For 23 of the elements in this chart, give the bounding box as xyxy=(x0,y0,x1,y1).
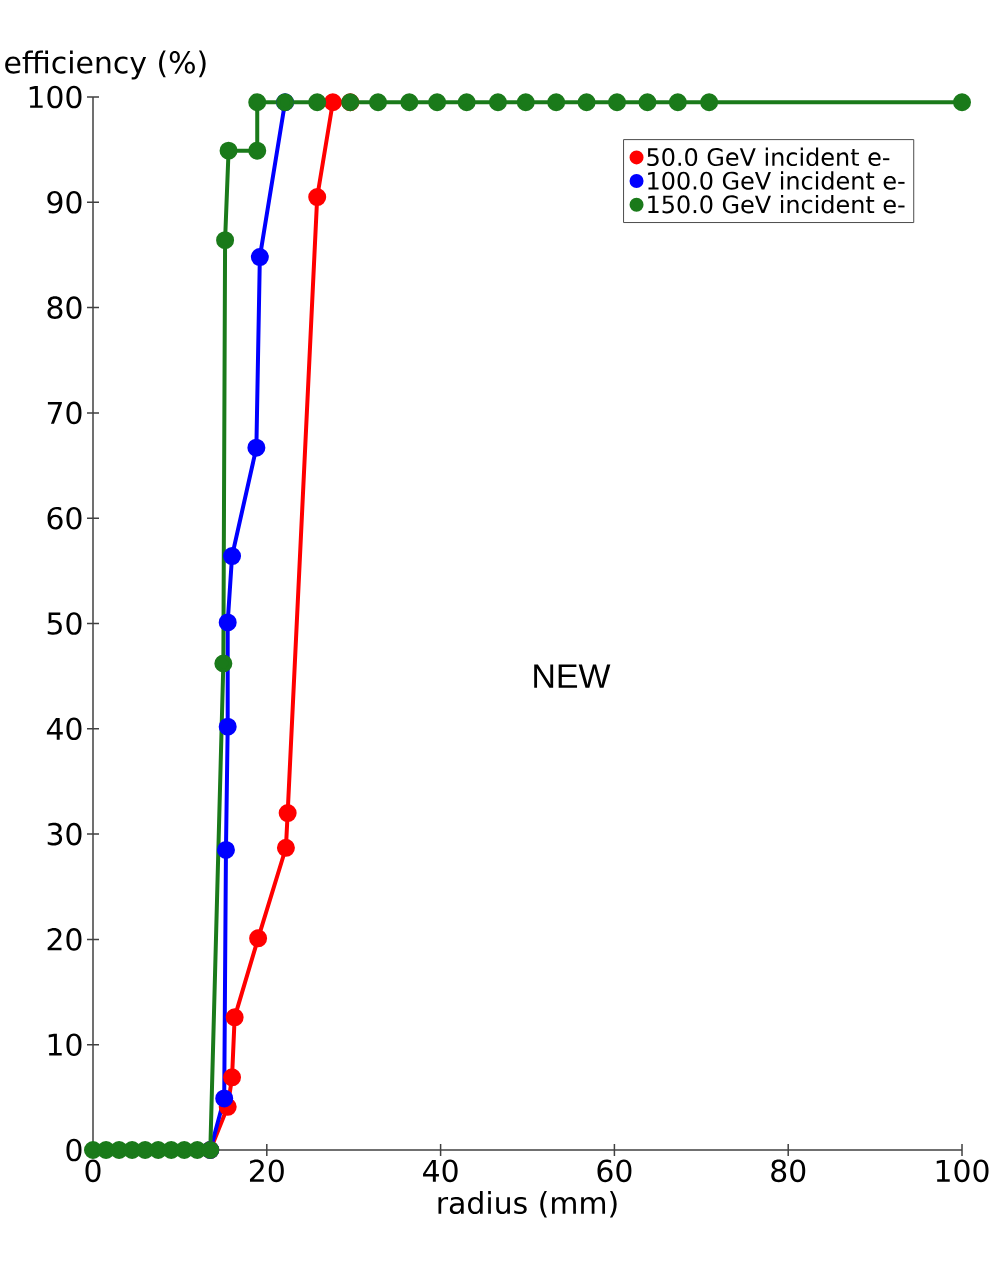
x-tick-label: 40 xyxy=(423,1159,458,1183)
y-axis-title: efficiency (%) xyxy=(5,50,206,80)
x-tick-label: 80 xyxy=(771,1159,806,1183)
legend-label: 100.0 GeV incident e- xyxy=(648,171,905,190)
x-tick-label: 100 xyxy=(936,1159,989,1183)
y-tick-label: 20 xyxy=(47,928,82,951)
y-tick-label: 80 xyxy=(47,296,82,319)
legend-label: 50.0 GeV incident e- xyxy=(647,147,890,167)
y-tick-label: 90 xyxy=(47,190,82,214)
y-tick-label: 60 xyxy=(47,506,82,530)
x-axis-title: radius (mm) xyxy=(438,1190,617,1218)
legend-label: 150.0 GeV incident e- xyxy=(648,194,905,214)
annotation: NEW xyxy=(534,664,611,688)
y-tick-label: 70 xyxy=(47,401,82,425)
y-tick-label: 40 xyxy=(46,717,82,741)
x-tick-label: 60 xyxy=(597,1159,632,1183)
y-tick-label: 10 xyxy=(48,1033,82,1056)
y-tick-label: 30 xyxy=(47,822,82,846)
y-tick-label: 100 xyxy=(29,85,82,109)
x-tick-label: 0 xyxy=(85,1159,101,1183)
x-tick-label: 20 xyxy=(249,1159,284,1183)
y-tick-label: 0 xyxy=(66,1138,82,1162)
y-tick-label: 50 xyxy=(47,612,82,635)
